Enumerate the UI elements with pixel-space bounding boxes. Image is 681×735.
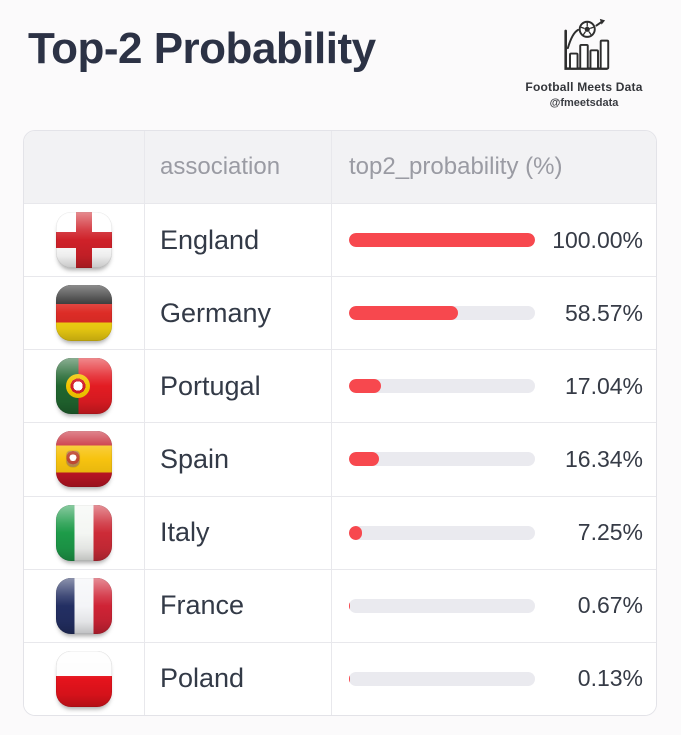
country-name: Italy xyxy=(160,517,210,548)
country-name: Germany xyxy=(160,297,272,328)
table-row: Portugal 17.04% xyxy=(24,349,656,423)
probability-bar xyxy=(349,598,535,613)
flag-emblem xyxy=(66,451,80,468)
brand-block: Football Meets Data @fmeetsdata xyxy=(505,18,663,109)
association-column-header: association xyxy=(144,131,331,203)
england-flag-icon xyxy=(56,212,112,269)
probability-value: 7.25% xyxy=(577,519,643,546)
portugal-flag-icon xyxy=(56,358,112,415)
table-row: Italy 7.25% xyxy=(24,495,656,569)
italy-flag-icon xyxy=(56,504,112,561)
flag-emblem xyxy=(66,374,91,399)
probability-column-header: top2_probability (%) xyxy=(331,131,656,203)
country-name: France xyxy=(160,590,245,621)
country-name: Portugal xyxy=(160,370,261,401)
table-row: France 0.67% xyxy=(24,568,656,642)
probability-value: 17.04% xyxy=(564,372,643,399)
probability-bar-fill xyxy=(349,452,380,467)
probability-value: 16.34% xyxy=(564,445,643,472)
table-row: Germany 58.57% xyxy=(24,276,656,350)
probability-bar-fill xyxy=(349,379,381,394)
probability-value: 0.67% xyxy=(577,592,643,619)
brand-name: Football Meets Data xyxy=(525,80,643,94)
spain-flag-icon xyxy=(56,431,112,488)
probability-bar xyxy=(349,233,535,248)
table-row: Poland 0.13% xyxy=(24,641,656,715)
germany-flag-icon xyxy=(56,285,112,342)
country-name: Poland xyxy=(160,663,245,694)
probability-bar xyxy=(349,525,535,540)
probability-value: 0.13% xyxy=(577,665,643,692)
table-row: England 100.00% xyxy=(24,203,656,277)
probability-value: 58.57% xyxy=(564,299,643,326)
brand-handle: @fmeetsdata xyxy=(549,97,619,109)
page-title: Top-2 Probability xyxy=(28,24,376,73)
country-name: Spain xyxy=(160,443,230,474)
probability-bar xyxy=(349,306,535,321)
probability-bar-fill xyxy=(349,598,351,613)
probability-bar xyxy=(349,452,535,467)
football-meets-data-logo-icon xyxy=(564,18,610,70)
table-header-row: association top2_probability (%) xyxy=(24,131,656,203)
probability-bar xyxy=(349,671,535,686)
flag-column-header xyxy=(24,131,144,203)
country-name: England xyxy=(160,224,260,255)
probability-bar-fill xyxy=(349,233,535,248)
poland-flag-icon xyxy=(56,650,112,707)
probability-bar xyxy=(349,379,535,394)
table-body: England 100.00% Germany 58.57% Portugal … xyxy=(24,203,656,715)
france-flag-icon xyxy=(56,577,112,634)
probability-bar-fill xyxy=(349,525,363,540)
probability-value: 100.00% xyxy=(552,226,643,253)
probability-bar-fill xyxy=(349,306,458,321)
probability-table: association top2_probability (%) England… xyxy=(23,130,657,716)
table-row: Spain 16.34% xyxy=(24,422,656,496)
